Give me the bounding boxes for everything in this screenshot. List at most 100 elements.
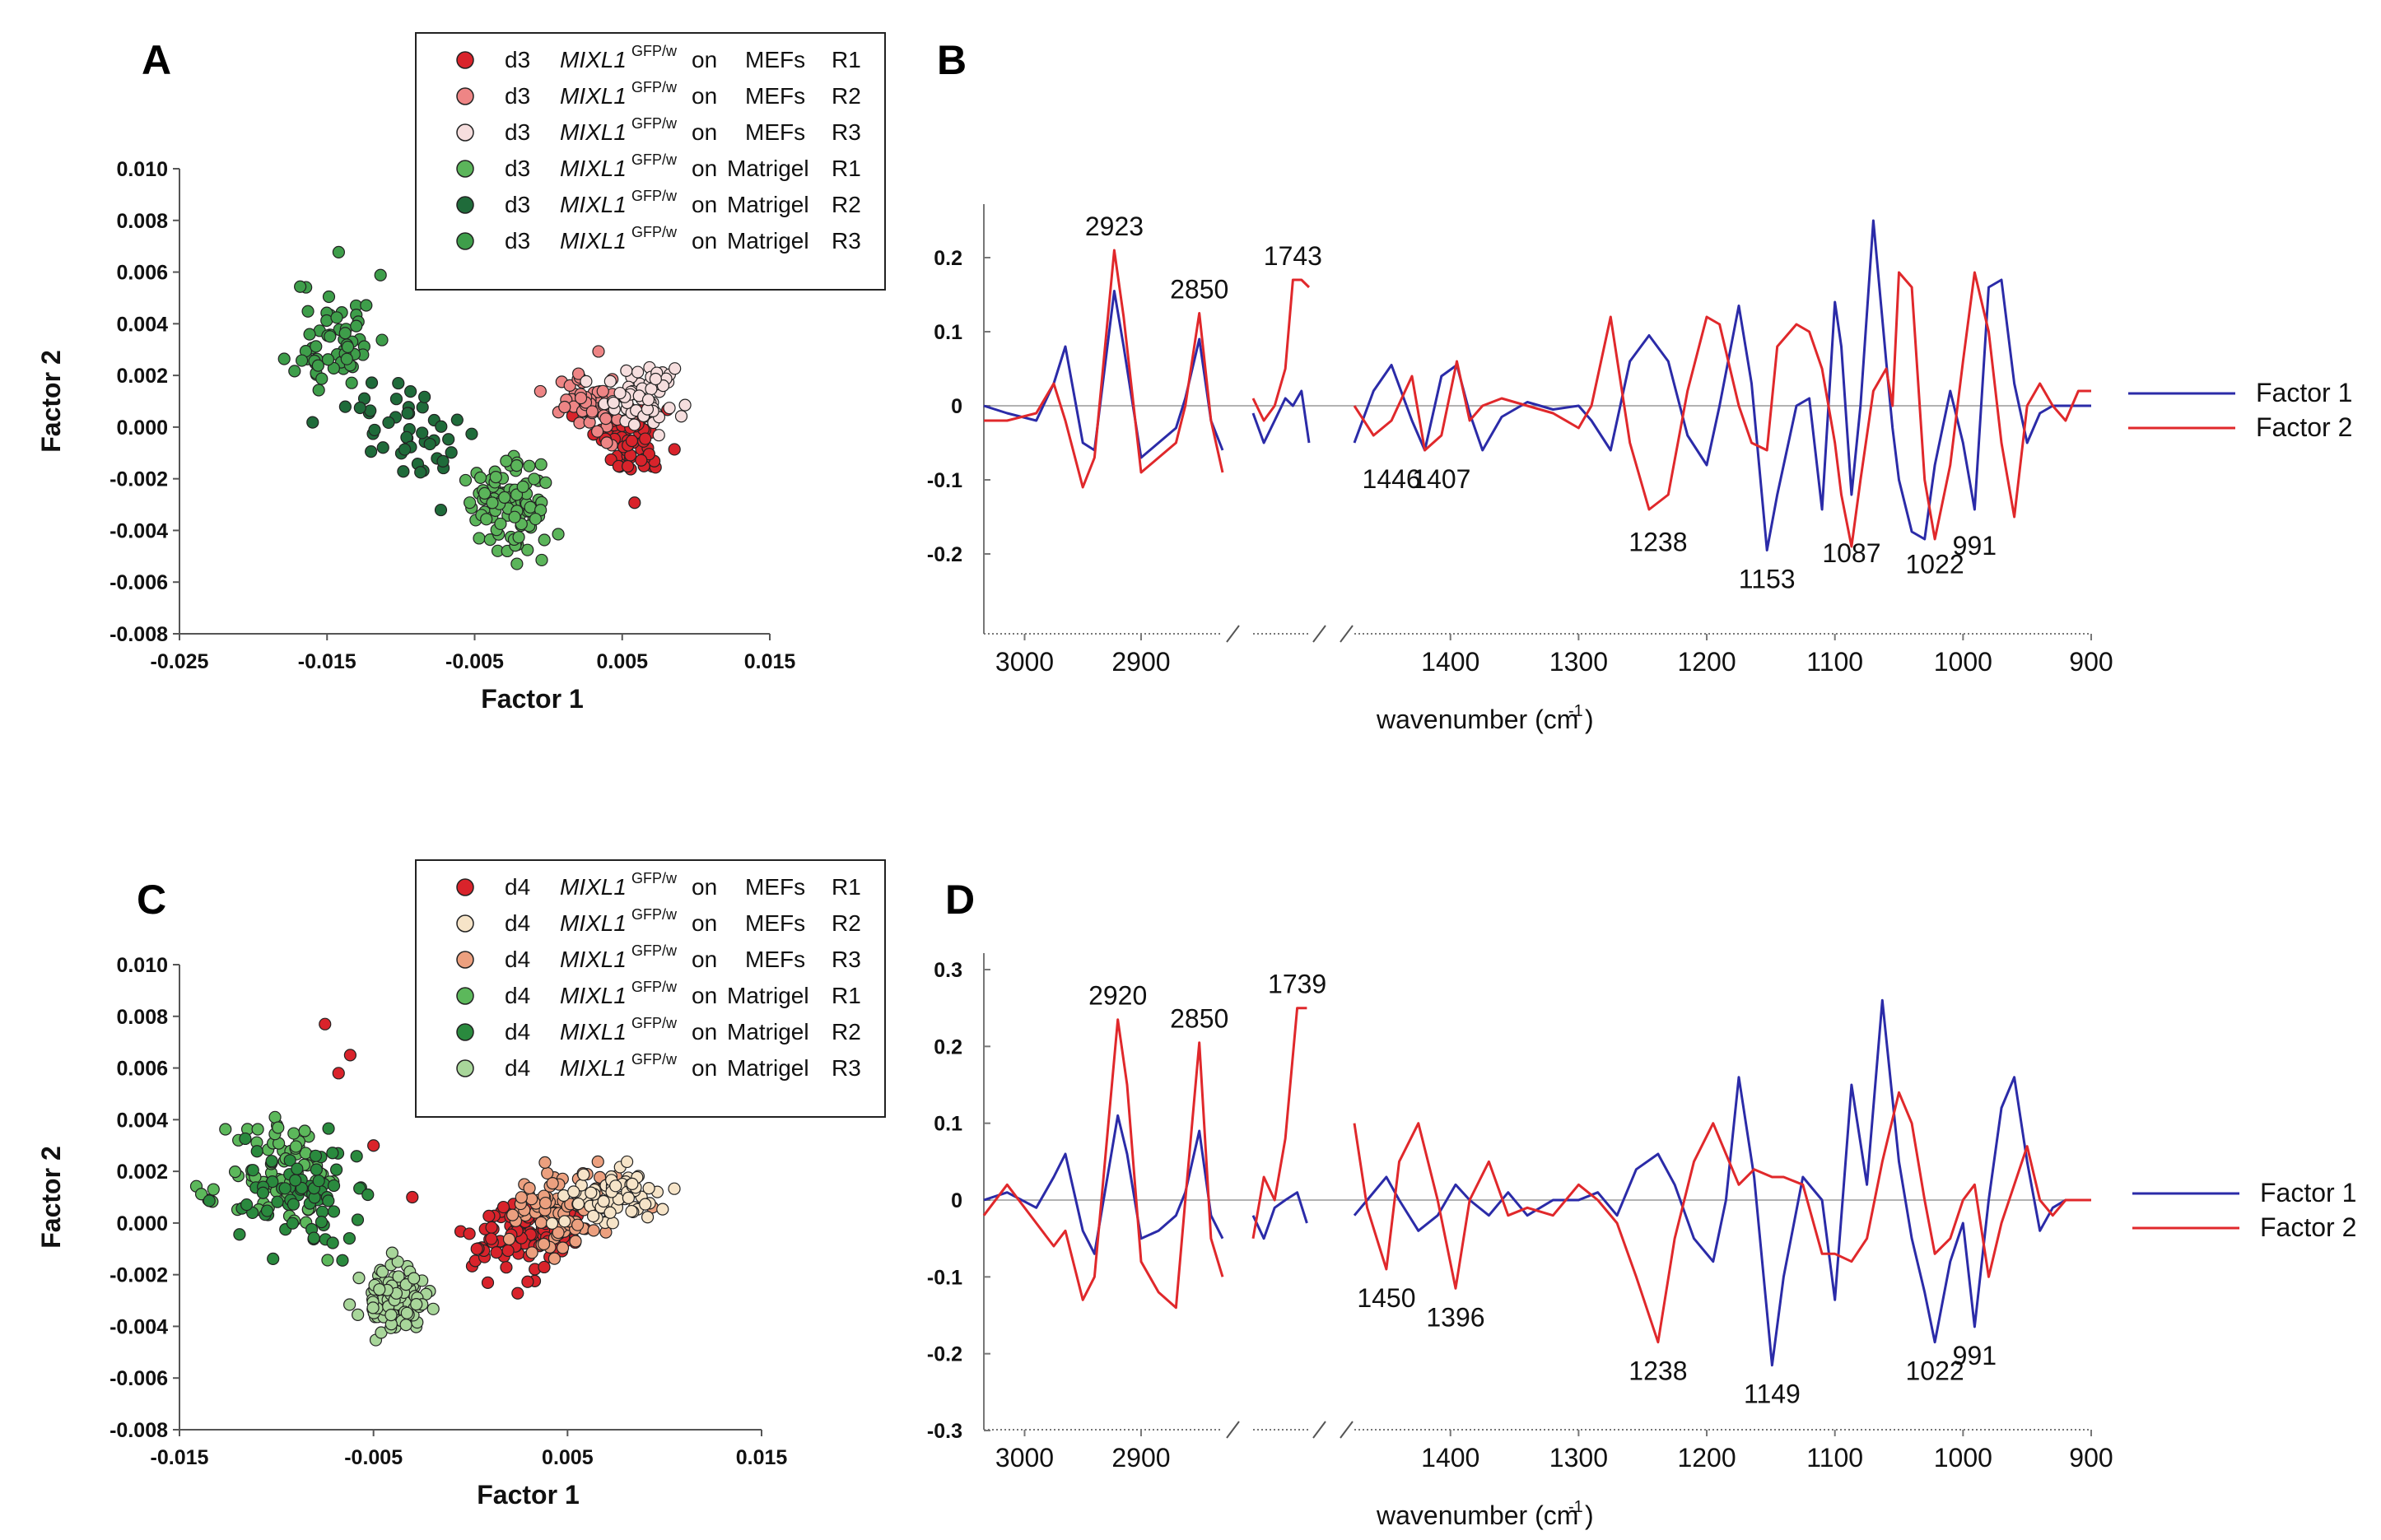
scatter-point	[309, 1149, 323, 1162]
scatter-point	[473, 471, 487, 484]
series-line-factor-1	[1251, 1191, 1308, 1240]
legend-superscript: GFP/w	[631, 870, 678, 886]
x-tick-label: 1300	[1549, 1443, 1608, 1473]
scatter-point	[289, 1174, 302, 1187]
scatter-point	[397, 465, 410, 478]
y-tick-label: 0.006	[116, 262, 168, 285]
scatter-point	[534, 384, 547, 398]
scatter-point	[416, 401, 429, 414]
x-tick-label: 2900	[1111, 1443, 1170, 1473]
legend-day: d3	[505, 156, 530, 181]
scatter-point	[538, 533, 551, 547]
scatter-point	[373, 1282, 386, 1296]
peak-label: 991	[1953, 531, 1997, 561]
legend-substrate: MEFs	[745, 910, 805, 936]
scatter-point	[590, 425, 604, 438]
scatter-point	[287, 1198, 301, 1211]
legend-on: on	[692, 1019, 717, 1045]
scatter-point	[500, 454, 513, 468]
scatter-point	[400, 1306, 413, 1319]
scatter-point	[240, 1198, 254, 1212]
scatter-point	[278, 1182, 291, 1195]
panel-c-scatter: C 0.010 0.008 0.006 0.004 0.002 0.000 -0.002 -0…	[36, 859, 886, 1510]
scatter-point	[271, 1195, 284, 1208]
scatter-point	[239, 1132, 252, 1146]
legend-marker	[456, 51, 474, 69]
y-tick-label: -0.1	[927, 469, 962, 492]
scatter-point	[496, 1200, 510, 1214]
legend-superscript: GFP/w	[631, 115, 678, 132]
scatter-point	[322, 1122, 335, 1135]
legend-gene: MIXL1	[560, 156, 627, 181]
scatter-point	[500, 1261, 513, 1274]
scatter-point	[558, 1215, 571, 1228]
scatter-point	[399, 1319, 412, 1332]
y-tick-label: -0.2	[927, 543, 962, 566]
x-axis-label: wavenumber (cm	[1376, 1500, 1578, 1530]
x-tick-label: 0.005	[542, 1446, 594, 1469]
scatter-point	[329, 1163, 343, 1176]
scatter-point	[489, 471, 502, 484]
x-axis-label: Factor 1	[481, 684, 583, 714]
series-line-factor-1	[983, 290, 1224, 459]
scatter-point	[652, 429, 665, 442]
legend-replicate: R2	[832, 192, 861, 217]
scatter-point	[649, 372, 662, 386]
scatter-point	[366, 1301, 380, 1314]
scatter-point	[620, 364, 633, 377]
scatter-point	[311, 359, 324, 372]
legend-marker	[456, 951, 474, 969]
legend-gene: MIXL1	[560, 83, 627, 109]
scatter-point	[303, 328, 316, 341]
legend-gene: MIXL1	[560, 119, 627, 145]
legend-replicate: R3	[832, 947, 861, 972]
scatter-point	[641, 393, 655, 407]
scatter-point	[321, 353, 335, 366]
scatter-point	[336, 1254, 349, 1267]
scatter-point	[569, 1235, 582, 1248]
x-axis-label: wavenumber (cm	[1376, 705, 1578, 734]
scatter-point	[571, 1218, 585, 1231]
legend-on: on	[692, 874, 717, 900]
legend-replicate: R1	[832, 983, 861, 1008]
legend-label: Factor 2	[2256, 412, 2352, 442]
scatter-point	[607, 396, 620, 409]
y-tick-label: 0.2	[934, 247, 962, 270]
legend-replicate: R3	[832, 228, 861, 254]
scatter-point	[463, 1227, 476, 1240]
scatter-point	[423, 437, 436, 451]
x-tick-label: -0.015	[298, 650, 356, 673]
scatter-point	[353, 401, 366, 415]
scatter-point	[663, 402, 676, 415]
legend-superscript: GFP/w	[631, 1051, 678, 1068]
scatter-point	[600, 436, 613, 449]
y-tick-label: -0.1	[927, 1266, 962, 1289]
scatter-point	[678, 398, 692, 412]
scatter-point	[585, 405, 599, 418]
scatter-point	[529, 512, 543, 526]
y-tick-label: 0.002	[116, 1161, 168, 1184]
scatter-point	[194, 1188, 208, 1201]
scatter-point	[368, 423, 381, 437]
scatter-point	[620, 1155, 634, 1169]
scatter-point	[312, 1175, 325, 1188]
y-tick-label: -0.3	[927, 1420, 962, 1443]
scatter-point	[510, 557, 524, 570]
legend-day: d4	[505, 983, 530, 1008]
x-tick-label: 1400	[1421, 1443, 1479, 1473]
scatter-point	[539, 476, 552, 489]
scatter-point	[525, 1246, 538, 1259]
scatter-point	[294, 280, 307, 293]
scatter-point	[277, 352, 291, 365]
y-tick-label: -0.008	[109, 623, 168, 646]
series-line-factor-1	[1251, 389, 1311, 444]
y-axis-label: Factor 2	[36, 350, 66, 452]
y-tick-label: 0.1	[934, 1113, 962, 1136]
y-tick-label: 0.1	[934, 321, 962, 344]
panel-b-spectra: B 0.2 0.1 0 -0.1 -0.2 3000 2900 1400 1300 1200 110…	[927, 37, 2352, 734]
scatter-point	[473, 532, 486, 545]
legend-day: d3	[505, 119, 530, 145]
scatter-point	[558, 400, 571, 414]
legend-replicate: R3	[832, 119, 861, 145]
peak-label: 1739	[1268, 970, 1326, 999]
